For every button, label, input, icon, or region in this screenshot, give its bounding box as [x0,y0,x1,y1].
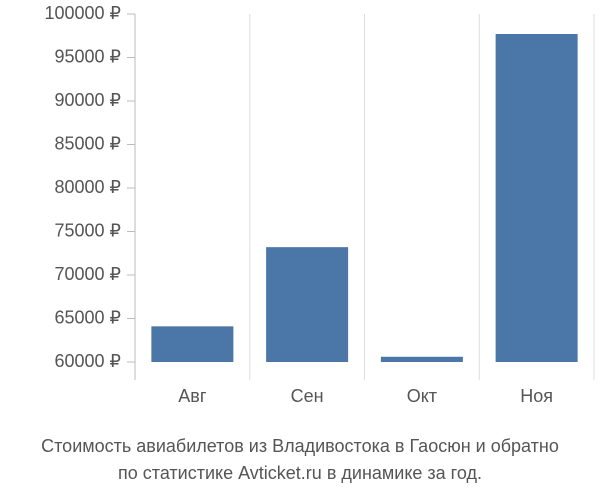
y-tick-label: 100000 ₽ [44,3,121,23]
y-tick-label: 85000 ₽ [54,133,121,153]
y-tick-label: 75000 ₽ [54,220,121,240]
bar [266,247,349,362]
y-tick-label: 70000 ₽ [54,264,121,284]
bar [380,356,463,362]
chart-title: Стоимость авиабилетов из Владивостока в … [41,436,559,456]
x-tick-label: Ноя [520,386,553,406]
y-tick-label: 60000 ₽ [54,351,121,371]
y-tick-label: 65000 ₽ [54,307,121,327]
y-tick-label: 80000 ₽ [54,177,121,197]
bar [151,326,234,362]
x-tick-label: Авг [178,386,207,406]
y-tick-label: 95000 ₽ [54,46,121,66]
x-tick-label: Сен [291,386,324,406]
x-tick-label: Окт [407,386,437,406]
y-tick-label: 90000 ₽ [54,90,121,110]
chart-title: по статистике Avticket.ru в динамике за … [118,463,482,483]
bar [495,34,578,362]
